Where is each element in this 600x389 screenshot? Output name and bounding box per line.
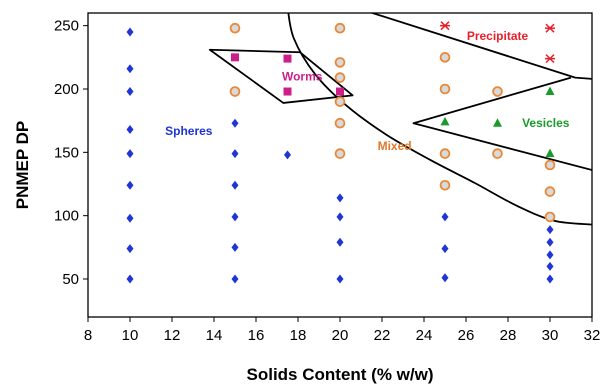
spheres-point bbox=[336, 212, 344, 222]
spheres-point bbox=[126, 213, 134, 223]
mixed-point bbox=[544, 211, 556, 223]
x-tick-label: 16 bbox=[248, 327, 265, 344]
worms-point bbox=[283, 54, 292, 63]
region-label-precipitate: Precipitate bbox=[467, 29, 529, 43]
region-label-vesicles: Vesicles bbox=[522, 116, 570, 130]
worms-point bbox=[231, 53, 239, 62]
precipitate-point bbox=[545, 23, 555, 33]
region-label-worms: Worms bbox=[282, 69, 323, 83]
y-tick-label: 150 bbox=[54, 144, 79, 161]
spheres-point bbox=[546, 225, 554, 235]
spheres-point bbox=[126, 180, 134, 190]
mixed-point bbox=[334, 57, 346, 68]
y-tick-label: 200 bbox=[54, 81, 79, 98]
spheres-point bbox=[546, 237, 554, 247]
spheres-point bbox=[336, 237, 344, 247]
y-axis: 50 100 150 200 250 bbox=[54, 18, 88, 288]
vesicles-point bbox=[545, 148, 555, 158]
mixed-point bbox=[544, 186, 556, 197]
region-label-mixed: Mixed bbox=[378, 139, 412, 153]
mixed-point bbox=[544, 159, 556, 171]
spheres-point bbox=[126, 244, 134, 254]
spheres-point bbox=[231, 149, 239, 159]
spheres-point bbox=[231, 274, 239, 284]
mixed-boundary-curve bbox=[287, 13, 592, 226]
x-tick-label: 20 bbox=[332, 327, 349, 344]
mixed-point bbox=[334, 72, 346, 83]
x-tick-label: 30 bbox=[542, 327, 559, 344]
spheres-point bbox=[284, 150, 291, 160]
spheres-point bbox=[231, 118, 239, 128]
y-axis-title: PNMEP DP bbox=[13, 121, 32, 210]
worms-point bbox=[336, 87, 344, 96]
x-tick-label: 8 bbox=[84, 327, 92, 344]
precipitate-point bbox=[440, 21, 450, 31]
spheres-point bbox=[126, 64, 134, 74]
spheres-point bbox=[546, 261, 554, 271]
mixed-point bbox=[439, 179, 451, 191]
spheres-point bbox=[126, 149, 134, 159]
x-tick-label: 22 bbox=[374, 327, 391, 344]
spheres-point bbox=[441, 244, 449, 254]
spheres-point bbox=[231, 180, 239, 190]
spheres-point bbox=[336, 274, 344, 284]
spheres-point bbox=[231, 212, 239, 222]
mixed-point bbox=[229, 22, 241, 34]
region-label-spheres: Spheres bbox=[165, 124, 213, 138]
mixed-point bbox=[492, 86, 503, 97]
vesicles-point bbox=[440, 116, 450, 126]
x-tick-label: 26 bbox=[458, 327, 475, 344]
y-tick-label: 250 bbox=[54, 18, 79, 35]
mixed-point bbox=[334, 96, 346, 107]
x-tick-label: 10 bbox=[122, 327, 139, 344]
mixed-point bbox=[439, 148, 451, 159]
spheres-point bbox=[126, 274, 134, 284]
vesicles-point bbox=[493, 118, 502, 127]
x-tick-label: 28 bbox=[500, 327, 517, 344]
mixed-point bbox=[229, 86, 241, 97]
x-axis-title: Solids Content (% w/w) bbox=[247, 365, 434, 384]
y-tick-label: 100 bbox=[54, 208, 79, 225]
mixed-point bbox=[334, 117, 346, 129]
spheres-point bbox=[126, 125, 134, 135]
worms-point bbox=[283, 87, 292, 96]
x-tick-label: 32 bbox=[584, 327, 600, 344]
worms-boundary bbox=[208, 48, 354, 104]
spheres-point bbox=[441, 212, 449, 222]
spheres-point bbox=[546, 274, 554, 284]
x-axis: 8 10 12 14 16 18 20 22 24 26 28 30 32 bbox=[84, 317, 600, 344]
data-points bbox=[126, 21, 556, 284]
region-labels: Spheres Worms Mixed Precipitate Vesicles bbox=[165, 29, 570, 153]
spheres-point bbox=[336, 193, 344, 203]
x-tick-label: 24 bbox=[416, 327, 433, 344]
mixed-point bbox=[439, 52, 451, 63]
mixed-point bbox=[334, 148, 346, 159]
y-tick-label: 50 bbox=[62, 271, 79, 288]
mixed-point bbox=[439, 83, 451, 95]
vesicles-point bbox=[545, 86, 555, 96]
phase-boundaries bbox=[208, 13, 592, 226]
spheres-point bbox=[546, 250, 554, 260]
x-tick-label: 12 bbox=[164, 327, 181, 344]
spheres-point bbox=[231, 242, 239, 252]
mixed-point bbox=[334, 22, 346, 34]
vesicles-boundary bbox=[412, 76, 592, 171]
x-tick-label: 14 bbox=[206, 327, 223, 344]
mixed-point bbox=[492, 148, 503, 159]
precipitate-boundary bbox=[369, 13, 592, 80]
spheres-point bbox=[441, 273, 449, 283]
spheres-point bbox=[126, 87, 134, 97]
precipitate-point bbox=[545, 54, 555, 64]
x-tick-label: 18 bbox=[290, 327, 307, 344]
spheres-point bbox=[126, 27, 134, 37]
